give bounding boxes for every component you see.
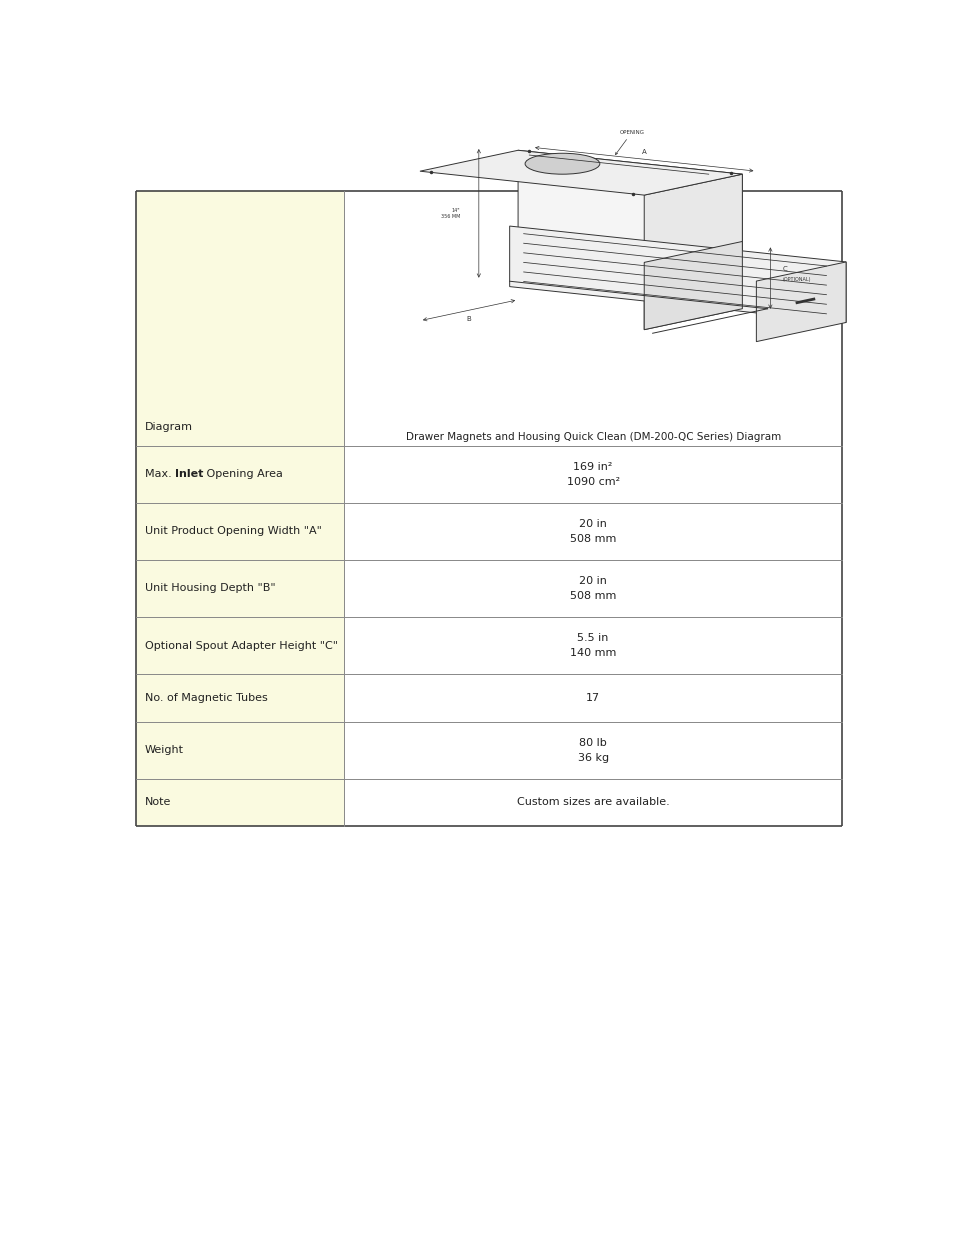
Bar [135,191,344,446]
Polygon shape [643,174,741,330]
Polygon shape [419,151,741,195]
Bar [135,721,344,779]
Text: Optional Spout Adapter Height "C": Optional Spout Adapter Height "C" [145,641,337,651]
Bar [344,446,841,503]
Text: Inlet: Inlet [175,469,203,479]
Bar [344,559,841,618]
Text: No. of Magnetic Tubes: No. of Magnetic Tubes [145,693,267,703]
Text: Max.: Max. [145,469,175,479]
Bar [344,674,841,721]
Bar [135,503,344,559]
Bar [344,618,841,674]
Text: Weight: Weight [145,745,184,755]
Text: Custom sizes are available.: Custom sizes are available. [517,798,669,808]
Text: Note: Note [145,798,171,808]
Text: C: C [782,266,787,272]
Text: 20 in
508 mm: 20 in 508 mm [569,519,616,543]
Text: Diagram: Diagram [145,422,193,432]
Polygon shape [517,151,741,309]
Text: 20 in
508 mm: 20 in 508 mm [569,576,616,601]
Text: (OPTIONAL): (OPTIONAL) [782,277,810,282]
Bar [135,618,344,674]
Text: Unit Housing Depth "B": Unit Housing Depth "B" [145,583,275,594]
Bar [344,779,841,826]
Bar [344,191,841,446]
Text: 14"
356 MM: 14" 356 MM [440,207,459,219]
Text: 80 lb
36 kg: 80 lb 36 kg [577,737,608,762]
Ellipse shape [524,153,599,174]
Bar [135,559,344,618]
Polygon shape [509,226,845,322]
Bar [135,446,344,503]
Bar [344,503,841,559]
Text: OPENING: OPENING [615,130,644,154]
Text: 169 in²
1090 cm²: 169 in² 1090 cm² [566,462,619,487]
Polygon shape [756,262,845,342]
Text: B: B [466,316,471,322]
Text: Opening Area: Opening Area [203,469,283,479]
Text: A: A [641,148,646,154]
Text: Unit Product Opening Width "A": Unit Product Opening Width "A" [145,526,321,536]
Text: Drawer Magnets and Housing Quick Clean (DM-200-QC Series) Diagram: Drawer Magnets and Housing Quick Clean (… [405,432,780,442]
Polygon shape [643,242,741,330]
Text: 17: 17 [585,693,599,703]
Bar [344,721,841,779]
Bar [135,674,344,721]
Text: 5.5 in
140 mm: 5.5 in 140 mm [569,634,616,658]
Bar [135,779,344,826]
